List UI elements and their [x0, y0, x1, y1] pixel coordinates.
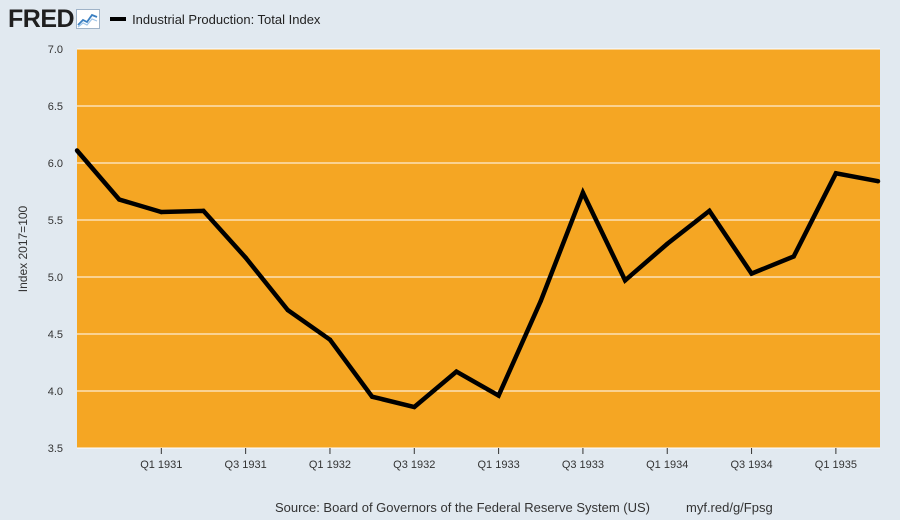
source-note: Source: Board of Governors of the Federa…: [275, 500, 650, 515]
data-point: [833, 171, 839, 176]
y-axis-label: Index 2017=100: [16, 205, 30, 292]
y-tick-label: 6.0: [48, 158, 63, 170]
short-url[interactable]: myf.red/g/Fpsg: [686, 500, 773, 515]
x-tick-label: Q1 1933: [477, 459, 519, 471]
x-tick-label: Q3 1931: [225, 459, 267, 471]
data-point: [285, 307, 290, 313]
data-point: [412, 404, 417, 410]
logo-text: FRED: [8, 4, 75, 33]
data-point: [538, 298, 543, 304]
data-point: [454, 369, 459, 374]
x-tick-label: Q1 1932: [309, 459, 351, 471]
data-point: [749, 271, 754, 276]
legend: Industrial Production: Total Index: [110, 12, 320, 27]
data-point: [791, 254, 796, 259]
data-point: [580, 190, 586, 195]
x-axis-ticks: Q1 1931 Q3 1931 Q1 1932 Q3 1932 Q1 1933 Q3 19…: [140, 448, 857, 471]
x-tick-label: Q3 1932: [393, 459, 435, 471]
header: FRED Industrial Production: Total Index: [8, 4, 320, 34]
x-tick-label: Q1 1934: [646, 459, 688, 471]
data-point: [116, 197, 122, 202]
data-point: [496, 393, 501, 398]
plot-area: [77, 49, 880, 448]
gridlines: [77, 48, 880, 449]
y-tick-label: 5.0: [48, 272, 63, 284]
data-point: [622, 278, 628, 283]
chart-line-icon: [76, 9, 101, 29]
data-point: [369, 394, 375, 399]
y-axis-ticks: 3.5 4.0 4.5 5.0 5.5 6.0 6.5 7.0: [48, 44, 63, 455]
data-point: [707, 208, 712, 214]
x-tick-label: Q1 1935: [815, 459, 857, 471]
y-tick-label: 7.0: [48, 44, 63, 56]
y-tick-label: 4.0: [48, 386, 63, 398]
data-point: [875, 179, 881, 184]
y-tick-label: 3.5: [48, 443, 63, 455]
x-tick-label: Q3 1934: [730, 459, 772, 471]
y-tick-label: 4.5: [48, 329, 63, 341]
data-points: [74, 148, 881, 410]
x-tick-label: Q3 1933: [562, 459, 604, 471]
data-point: [201, 208, 206, 214]
legend-swatch: [110, 17, 127, 21]
data-point: [74, 148, 80, 153]
series-line: [75, 149, 879, 410]
fred-logo[interactable]: FRED: [8, 4, 101, 33]
x-tick-label: Q1 1931: [140, 459, 182, 471]
y-tick-label: 5.5: [48, 215, 63, 227]
data-point: [159, 209, 164, 215]
y-tick-label: 6.5: [48, 101, 63, 113]
legend-label: Industrial Production: Total Index: [132, 11, 321, 27]
data-point: [243, 255, 248, 260]
data-point: [665, 241, 670, 247]
data-point: [327, 337, 333, 342]
